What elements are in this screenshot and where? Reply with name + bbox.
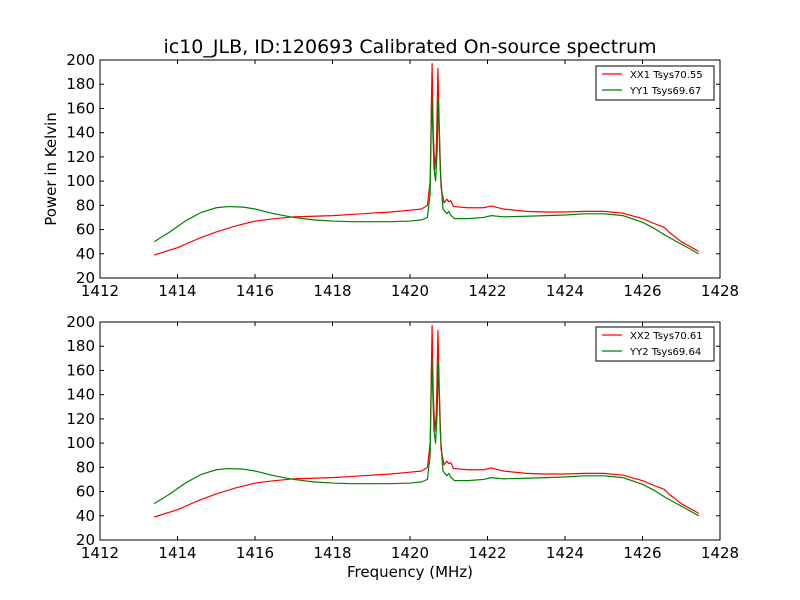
legend-label: XX2 Tsys70.61: [630, 331, 703, 342]
legend-label: YY2 Tsys69.64: [629, 347, 701, 358]
x-tick-label: 1428: [701, 544, 739, 562]
legend-label: YY1 Tsys69.67: [629, 86, 701, 97]
x-tick-label: 1416: [236, 282, 274, 300]
y-tick-label: 80: [76, 458, 95, 476]
series-line-2: [153, 95, 699, 255]
x-tick-label: 1426: [623, 282, 661, 300]
x-tick-label: 1422: [468, 544, 506, 562]
legend-label: XX1 Tsys70.55: [630, 70, 703, 81]
x-tick-label: 1422: [468, 282, 506, 300]
figure-title: ic10_JLB, ID:120693 Calibrated On-source…: [163, 36, 656, 58]
x-tick-label: 1428: [701, 282, 739, 300]
plot-panel-1: 1412 1414 1416 1418 1420 1422 1424 1426 1428 20 40…: [42, 51, 739, 300]
x-tick-label: 1424: [546, 282, 584, 300]
x-tick-label: 1412: [81, 282, 119, 300]
y-tick-label: 200: [66, 313, 95, 331]
y-tick-label: 20: [76, 531, 95, 549]
x-tick-label: 1414: [158, 544, 196, 562]
y-tick-label: 40: [76, 507, 95, 525]
y-tick-label: 160: [66, 99, 95, 117]
x-tick-label: 1424: [546, 544, 584, 562]
x-tick-label: 1420: [391, 282, 429, 300]
y-tick-label: 140: [66, 124, 95, 142]
y-tick-label: 20: [76, 269, 95, 287]
y-tick-label: 180: [66, 75, 95, 93]
plot-panels: 1412 1414 1416 1418 1420 1422 1424 1426 1428 20 40…: [42, 51, 739, 581]
x-tick-label: 1412: [81, 544, 119, 562]
series-line-2: [153, 357, 699, 517]
y-tick-label: 160: [66, 361, 95, 379]
legend: XX2 Tsys70.61 YY2 Tsys69.64: [595, 326, 715, 362]
y-tick-label: 180: [66, 337, 95, 355]
x-tick-label: 1418: [313, 282, 351, 300]
x-tick-label: 1426: [623, 544, 661, 562]
legend: XX1 Tsys70.55 YY1 Tsys69.67: [595, 65, 715, 101]
y-tick-label: 120: [66, 410, 95, 428]
y-tick-label: 60: [76, 221, 95, 239]
y-axis-label: Power in Kelvin: [42, 112, 60, 226]
plot-panel-2: 1412 1414 1416 1418 1420 1422 1424 1426 1428 20 40…: [66, 313, 739, 581]
y-tick-label: 120: [66, 148, 95, 166]
y-tick-label: 100: [66, 434, 95, 452]
x-tick-label: 1418: [313, 544, 351, 562]
x-tick-label: 1420: [391, 544, 429, 562]
y-tick-label: 140: [66, 386, 95, 404]
x-axis-label: Frequency (MHz): [347, 563, 473, 581]
y-tick-label: 100: [66, 172, 95, 190]
legend-box: [595, 326, 715, 362]
y-tick-label: 60: [76, 483, 95, 501]
x-tick-label: 1414: [158, 282, 196, 300]
legend-box: [595, 65, 715, 101]
y-tick-label: 80: [76, 196, 95, 214]
y-tick-label: 40: [76, 245, 95, 263]
x-tick-label: 1416: [236, 544, 274, 562]
y-tick-label: 200: [66, 51, 95, 69]
